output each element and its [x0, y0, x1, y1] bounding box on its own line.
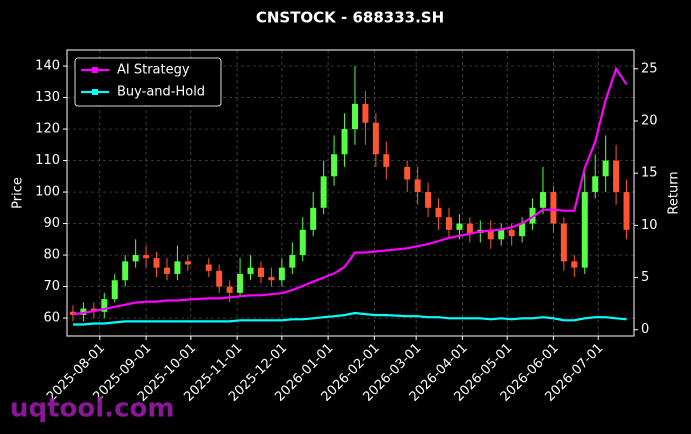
candle-body	[226, 286, 233, 293]
candle-body	[237, 273, 244, 293]
y2-axis-label: Return	[667, 171, 682, 214]
y-tick-label: 80	[43, 248, 60, 263]
candle-body	[456, 223, 463, 230]
legend-marker	[92, 67, 98, 73]
y-tick-label: 60	[43, 311, 60, 326]
candle-body	[310, 207, 317, 230]
y-tick-label: 70	[43, 279, 60, 294]
candle-body	[383, 154, 390, 167]
candle-body	[425, 192, 432, 208]
y2-tick-label: 5	[641, 270, 649, 285]
y2-tick-label: 0	[641, 322, 649, 337]
candle-body	[247, 267, 254, 274]
return-line	[72, 66, 628, 316]
candle-body	[571, 261, 578, 268]
candle-body	[174, 261, 181, 274]
y2-tick-label: 10	[641, 218, 658, 233]
y-tick-label: 130	[35, 90, 60, 105]
candle-body	[445, 217, 452, 230]
candle-body	[550, 192, 557, 224]
candle-body	[216, 270, 223, 287]
candle-body	[539, 192, 546, 208]
candle-body	[268, 277, 275, 281]
legend-label: AI Strategy	[117, 63, 190, 78]
y2-tick-label: 20	[641, 113, 658, 128]
candle-body	[613, 160, 620, 193]
candle-body	[498, 229, 505, 240]
candle-body	[111, 280, 118, 300]
candle-body	[143, 255, 150, 259]
candle-body	[289, 255, 296, 268]
y-tick-label: 110	[35, 153, 60, 168]
legend-marker	[92, 89, 98, 95]
candle-body	[362, 103, 369, 123]
candle-body	[602, 160, 609, 177]
legend: AI Strategy Buy-and-Hold	[74, 57, 222, 107]
candle-body	[299, 229, 306, 256]
y-tick-label: 120	[35, 122, 60, 137]
candle-body	[581, 192, 588, 268]
watermark: uqtool.com	[10, 394, 174, 424]
candle-body	[372, 122, 379, 155]
y-tick-label: 140	[35, 59, 60, 74]
candle-body	[80, 308, 87, 315]
candle-body	[435, 207, 442, 218]
candle-body	[414, 179, 421, 193]
candle-body	[320, 176, 327, 208]
candle-body	[623, 192, 630, 230]
candle-body	[278, 267, 285, 281]
candle-body	[592, 176, 599, 193]
return-line	[73, 311, 627, 326]
legend-box	[74, 57, 222, 107]
candle-body	[101, 299, 108, 312]
candle-body	[341, 129, 348, 155]
candle-body	[184, 261, 191, 265]
candle-body	[560, 223, 567, 262]
candle-body	[519, 223, 526, 237]
y-tick-label: 100	[35, 185, 60, 200]
candle-body	[404, 166, 411, 180]
y2-tick-label: 15	[641, 166, 658, 181]
candle-body	[257, 267, 264, 278]
candle-body	[508, 229, 515, 237]
candle-body	[163, 267, 170, 274]
candle-body	[132, 255, 139, 262]
candle-body	[205, 264, 212, 271]
candle-body	[466, 223, 473, 234]
legend-label: Buy-and-Hold	[117, 85, 205, 100]
chart-title: CNSTOCK - 688333.SH	[256, 9, 444, 27]
y-axis-label: Price	[11, 177, 26, 209]
y2-tick-label: 25	[641, 61, 658, 76]
candle-body	[351, 103, 358, 130]
candle-body	[153, 258, 160, 268]
candle-body	[487, 229, 494, 240]
plot-frame	[66, 49, 635, 337]
candle-body	[331, 154, 338, 177]
y-tick-label: 90	[43, 216, 60, 231]
candle-body	[122, 261, 129, 281]
